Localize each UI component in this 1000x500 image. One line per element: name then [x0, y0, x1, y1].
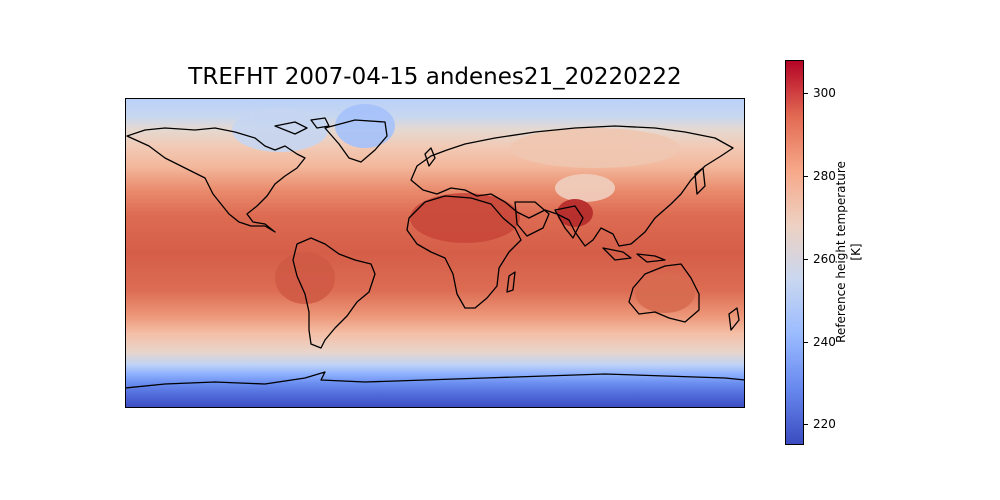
colorbar-tick	[804, 93, 808, 95]
colorbar-tick-label: 280	[813, 168, 836, 183]
colorbar-tick-label: 260	[813, 251, 836, 266]
map-title: TREFHT 2007-04-15 andenes21_20220222	[188, 64, 682, 90]
land-temperature-patches	[232, 104, 695, 313]
colorbar-ticks: 220 240 260 280 300	[804, 60, 864, 445]
colorbar-tick-label: 300	[813, 86, 836, 101]
colorbar-tick	[804, 175, 808, 177]
temperature-map	[125, 98, 745, 408]
colorbar-label-line2: [K]	[849, 243, 863, 261]
coastlines	[125, 117, 745, 389]
colorbar-label-line1: Reference height temperature	[834, 161, 848, 343]
colorbar-tick-label: 240	[813, 334, 836, 349]
colorbar-tick	[804, 341, 808, 343]
colorbar-tick	[804, 424, 808, 426]
colorbar-tick-label: 220	[813, 417, 836, 432]
colorbar-tick	[804, 258, 808, 260]
colorbar	[785, 60, 804, 445]
